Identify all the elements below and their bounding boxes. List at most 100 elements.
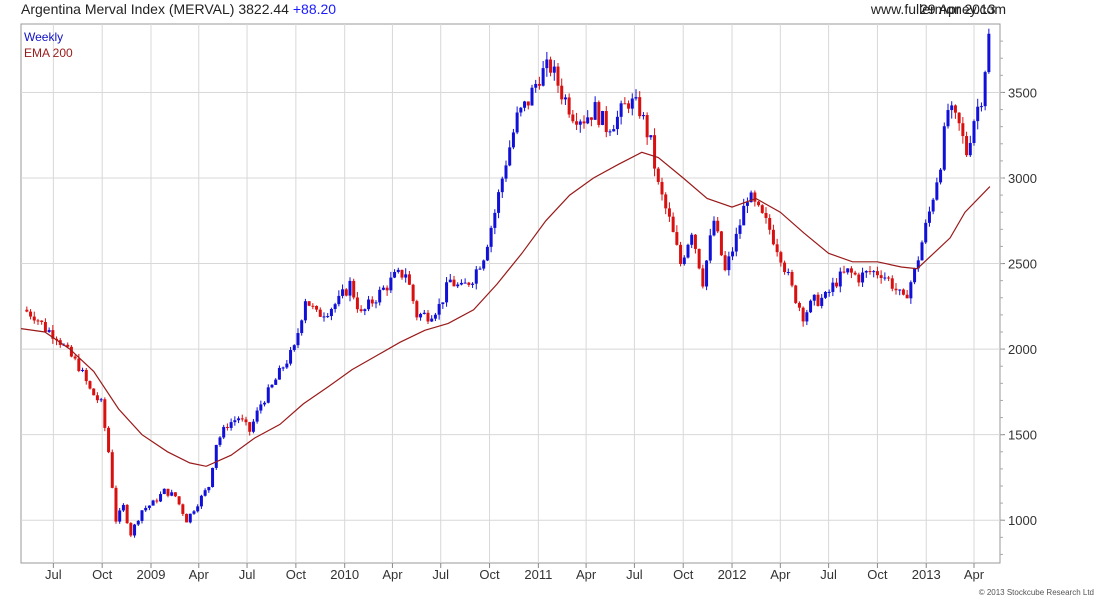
candle-up-body xyxy=(162,488,166,495)
candle-up-body xyxy=(281,367,285,369)
candle-down-body xyxy=(797,302,801,308)
candle-up-body xyxy=(482,260,486,269)
candle-up-body xyxy=(786,272,790,274)
candle-up-body xyxy=(593,102,597,120)
candle-down-body xyxy=(311,305,315,307)
candle-down-body xyxy=(693,234,697,249)
candle-down-body xyxy=(537,83,541,86)
candle-down-body xyxy=(716,220,720,232)
candle-up-body xyxy=(534,83,538,88)
candle-up-body xyxy=(151,500,155,506)
candle-up-body xyxy=(81,369,85,372)
candle-up-body xyxy=(552,66,556,73)
x-tick-label: Oct xyxy=(673,567,694,582)
candle-up-body xyxy=(463,282,467,284)
y-tick-label: 1000 xyxy=(1008,513,1037,528)
site-url[interactable]: www.fullermoney.com xyxy=(870,1,1006,17)
candle-up-body xyxy=(563,97,567,100)
candle-down-body xyxy=(92,388,96,396)
x-tick-label: Jul xyxy=(820,567,837,582)
candle-down-body xyxy=(783,262,787,273)
candle-up-body xyxy=(515,112,519,133)
candle-up-body xyxy=(144,507,148,511)
candle-down-body xyxy=(407,274,411,285)
candle-up-body xyxy=(229,422,233,428)
candle-down-body xyxy=(549,59,553,73)
candle-up-body xyxy=(805,312,809,322)
candle-up-body xyxy=(946,110,950,127)
candle-down-body xyxy=(315,305,319,310)
last-price: 3822.44 xyxy=(238,1,289,17)
candle-up-body xyxy=(864,271,868,273)
candle-up-body xyxy=(939,169,943,183)
legend-ema: EMA 200 xyxy=(24,46,73,60)
candle-down-body xyxy=(43,321,47,332)
candle-down-body xyxy=(790,272,794,286)
candle-down-body xyxy=(129,523,133,536)
candle-up-body xyxy=(690,234,694,245)
candle-down-body xyxy=(173,492,177,497)
candle-down-body xyxy=(385,287,389,291)
candle-down-body xyxy=(352,280,356,298)
candle-up-body xyxy=(831,282,835,292)
candle-down-body xyxy=(32,316,36,321)
candle-up-body xyxy=(920,242,924,261)
candle-down-body xyxy=(857,274,861,283)
candle-up-body xyxy=(823,291,827,298)
y-tick-label: 3500 xyxy=(1008,85,1037,100)
candle-up-body xyxy=(976,106,980,122)
candle-up-body xyxy=(419,313,423,318)
candle-up-body xyxy=(812,294,816,301)
candle-up-body xyxy=(924,222,928,243)
candle-down-body xyxy=(66,344,70,347)
candle-up-body xyxy=(950,105,954,111)
candle-down-body xyxy=(114,487,118,522)
candle-up-body xyxy=(545,59,549,69)
candle-up-body xyxy=(188,513,192,523)
candle-down-body xyxy=(760,205,764,213)
candle-down-body xyxy=(849,268,853,273)
candle-down-body xyxy=(370,299,374,304)
candle-up-body xyxy=(140,510,144,521)
candle-up-body xyxy=(898,289,902,291)
x-tick-label: 2013 xyxy=(912,567,941,582)
candle-up-body xyxy=(968,142,972,156)
candle-down-body xyxy=(84,369,88,382)
candle-down-body xyxy=(426,312,430,322)
candle-down-body xyxy=(779,252,783,263)
candle-down-body xyxy=(248,422,252,432)
x-tick-label: Oct xyxy=(479,567,500,582)
candle-down-body xyxy=(664,194,668,209)
candle-up-body xyxy=(270,384,274,388)
candle-down-body xyxy=(166,488,170,496)
candle-up-body xyxy=(266,387,270,403)
candle-up-body xyxy=(207,487,211,491)
candle-down-body xyxy=(675,232,679,245)
candle-up-body xyxy=(727,256,731,271)
candle-up-body xyxy=(374,302,378,304)
candle-down-body xyxy=(905,294,909,299)
candle-up-body xyxy=(508,147,512,166)
candle-down-body xyxy=(181,504,185,514)
candle-down-body xyxy=(88,381,92,389)
x-tick-label: 2009 xyxy=(137,567,166,582)
x-tick-label: Apr xyxy=(189,567,210,582)
candle-down-body xyxy=(627,103,631,109)
candle-up-body xyxy=(378,289,382,303)
candle-down-body xyxy=(95,395,99,401)
candle-up-body xyxy=(337,295,341,305)
candle-up-body xyxy=(742,205,746,226)
candle-down-body xyxy=(653,135,657,169)
candle-up-body xyxy=(809,300,813,313)
candle-down-body xyxy=(879,275,883,278)
candle-up-body xyxy=(274,379,278,385)
candle-up-body xyxy=(456,284,460,287)
candle-up-body xyxy=(641,115,645,117)
candle-up-body xyxy=(523,101,527,108)
candle-up-body xyxy=(199,495,203,507)
candle-up-body xyxy=(913,268,917,283)
chart-title-line: Argentina Merval Index (MERVAL) 3822.44 … xyxy=(21,1,336,17)
candle-down-body xyxy=(768,217,772,230)
x-tick-label: 2012 xyxy=(718,567,747,582)
